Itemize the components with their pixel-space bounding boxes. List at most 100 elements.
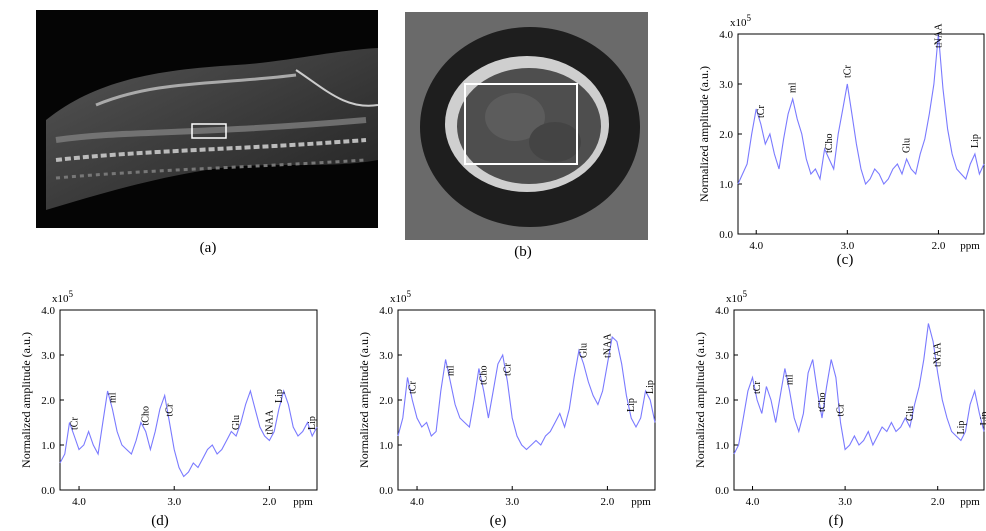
y-tick-label: 4.0 bbox=[719, 29, 733, 41]
voxel-box-b bbox=[464, 83, 578, 165]
y-tick-label: 0.0 bbox=[715, 485, 729, 497]
peak-label: ml bbox=[788, 82, 799, 93]
peak-label: tNAA bbox=[933, 342, 944, 367]
peak-label: tCr bbox=[842, 65, 853, 78]
peak-label: tCho bbox=[479, 366, 490, 385]
y-tick-label: 0.0 bbox=[41, 485, 55, 497]
peak-label: Lip bbox=[274, 389, 285, 403]
caption-a: (a) bbox=[199, 240, 217, 256]
x-tick-label: 2.0 bbox=[931, 496, 945, 508]
mri-sagittal-image bbox=[36, 10, 378, 228]
y-tick-label: 3.0 bbox=[379, 350, 393, 362]
scale-label: x105 bbox=[726, 289, 748, 305]
spectrum-line bbox=[737, 33, 985, 186]
caption-e: (e) bbox=[490, 513, 507, 529]
peak-label: tCr bbox=[164, 403, 175, 416]
x-unit-label: ppm bbox=[293, 496, 313, 508]
spectrum-line bbox=[397, 335, 656, 451]
peak-label: Lip bbox=[645, 380, 656, 394]
mri-sagittal-drawing bbox=[36, 10, 378, 228]
peak-label: ml bbox=[445, 365, 456, 376]
y-tick-label: 0.0 bbox=[379, 485, 393, 497]
peak-label: Lip bbox=[979, 412, 986, 426]
caption-f: (f) bbox=[829, 513, 844, 529]
x-tick-label: 4.0 bbox=[410, 496, 424, 508]
y-tick-label: 2.0 bbox=[715, 395, 729, 407]
peak-label: tCho bbox=[817, 393, 828, 412]
mri-axial-drawing bbox=[405, 12, 648, 240]
peak-label: tCr bbox=[407, 381, 418, 394]
spectrum-plot-c: 0.0 1.0 2.0 3.0 4.0 4.0 3.0 2.0 ppm x105 Normalize… bbox=[697, 13, 985, 268]
peak-label: Glu bbox=[902, 138, 913, 153]
y-axis-label: Normalized amplitude (a.u.) bbox=[357, 332, 371, 468]
peak-label: Lip bbox=[970, 134, 981, 148]
x-tick-label: 3.0 bbox=[840, 240, 854, 252]
y-tick-label: 4.0 bbox=[379, 305, 393, 317]
x-tick-label: 3.0 bbox=[505, 496, 519, 508]
y-axis-label: Normalized amplitude (a.u.) bbox=[693, 332, 707, 468]
y-tick-label: 4.0 bbox=[41, 305, 55, 317]
x-unit-label: ppm bbox=[960, 240, 980, 252]
peak-label: Glu bbox=[231, 415, 242, 430]
y-tick-label: 2.0 bbox=[41, 395, 55, 407]
y-axis-label: Normalized amplitude (a.u.) bbox=[697, 66, 711, 202]
plot-frame bbox=[397, 309, 656, 491]
peak-label: tCr bbox=[502, 363, 513, 376]
spectrum-plot-d: 0.0 1.0 2.0 3.0 4.0 4.0 3.0 2.0 ppm x105 Normalize… bbox=[19, 289, 318, 529]
x-tick-label: 4.0 bbox=[72, 496, 86, 508]
y-tick-label: 1.0 bbox=[719, 179, 733, 191]
x-unit-label: ppm bbox=[631, 496, 651, 508]
spectrum-line bbox=[733, 323, 985, 455]
scale-label: x105 bbox=[52, 289, 74, 305]
peak-label: tNAA bbox=[264, 409, 275, 434]
y-tick-label: 2.0 bbox=[379, 395, 393, 407]
plot-frame bbox=[737, 33, 985, 235]
peak-label: Glu bbox=[579, 343, 590, 358]
peak-label: ml bbox=[785, 374, 796, 385]
x-tick-label: 2.0 bbox=[601, 496, 615, 508]
peak-label: tCr bbox=[835, 403, 846, 416]
peak-label: tCr bbox=[752, 381, 763, 394]
caption-b: (b) bbox=[514, 244, 532, 260]
x-tick-label: 4.0 bbox=[746, 496, 760, 508]
y-tick-label: 3.0 bbox=[715, 350, 729, 362]
y-tick-label: 1.0 bbox=[379, 440, 393, 452]
peak-label: tCr bbox=[69, 417, 80, 430]
scale-label: x105 bbox=[730, 13, 752, 29]
peak-label: Lip bbox=[956, 421, 967, 435]
y-tick-label: 0.0 bbox=[719, 229, 733, 241]
y-tick-label: 2.0 bbox=[719, 129, 733, 141]
scale-label: x105 bbox=[390, 289, 412, 305]
spectrum-plot-f: 0.0 1.0 2.0 3.0 4.0 4.0 3.0 2.0 ppm x105 Normalize… bbox=[693, 289, 986, 529]
voxel-box-a bbox=[191, 123, 227, 139]
peak-label: Lip bbox=[626, 398, 637, 412]
spectrum-plot-e: 0.0 1.0 2.0 3.0 4.0 4.0 3.0 2.0 ppm x105 Normalize… bbox=[357, 289, 656, 529]
y-tick-label: 3.0 bbox=[41, 350, 55, 362]
peak-label: tCho bbox=[824, 134, 835, 153]
y-tick-label: 3.0 bbox=[719, 79, 733, 91]
x-unit-label: ppm bbox=[960, 496, 980, 508]
caption-c: (c) bbox=[837, 252, 854, 268]
y-tick-label: 1.0 bbox=[715, 440, 729, 452]
peak-label: tCho bbox=[141, 406, 152, 425]
scale-exponent: 5 bbox=[743, 289, 748, 299]
mri-axial-image bbox=[405, 12, 648, 240]
spectrum-line bbox=[59, 389, 318, 478]
peak-label: Lip bbox=[307, 416, 318, 430]
peak-label: ml bbox=[107, 392, 118, 403]
peak-label: tNAA bbox=[933, 23, 944, 48]
scale-exponent: 5 bbox=[407, 289, 412, 299]
x-tick-label: 2.0 bbox=[263, 496, 277, 508]
x-tick-label: 3.0 bbox=[167, 496, 181, 508]
x-tick-label: 2.0 bbox=[932, 240, 946, 252]
scale-exponent: 5 bbox=[747, 13, 752, 23]
peak-label: Glu bbox=[905, 406, 916, 421]
peak-label: tNAA bbox=[602, 333, 613, 358]
caption-d: (d) bbox=[151, 513, 169, 529]
y-tick-label: 4.0 bbox=[715, 305, 729, 317]
x-tick-label: 3.0 bbox=[838, 496, 852, 508]
peak-label: tCr bbox=[756, 105, 767, 118]
y-axis-label: Normalized amplitude (a.u.) bbox=[19, 332, 33, 468]
y-tick-label: 1.0 bbox=[41, 440, 55, 452]
x-tick-label: 4.0 bbox=[749, 240, 763, 252]
